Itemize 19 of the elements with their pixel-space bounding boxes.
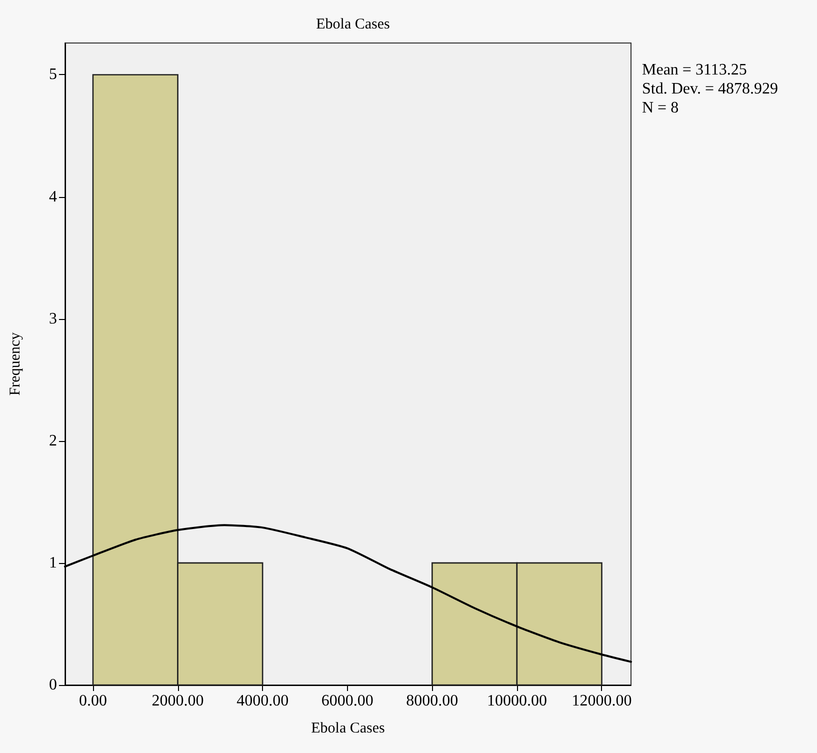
y-tick-label: 2 <box>49 432 57 450</box>
x-tick-label: 8000.00 <box>406 692 458 710</box>
y-tick-label: 5 <box>49 66 57 84</box>
x-tick-label: 0.00 <box>78 692 107 710</box>
x-tick-label: 10000.00 <box>486 692 547 710</box>
y-axis-title: Frequency <box>8 332 24 396</box>
y-tick-label: 0 <box>49 676 57 694</box>
x-axis-title: Ebola Cases <box>311 720 386 736</box>
x-tick-label: 4000.00 <box>236 692 289 710</box>
text: Std. Dev. = 4878.929 <box>642 80 778 98</box>
text: Mean = 3113.25 <box>642 62 747 78</box>
x-tick-label: 6000.00 <box>321 692 374 710</box>
y-tick-label: 4 <box>49 188 57 206</box>
x-tick-label: 2000.00 <box>152 692 204 710</box>
x-tick-label: 12000.00 <box>572 692 632 710</box>
text: N = 8 <box>642 100 679 116</box>
y-tick-label: 1 <box>49 554 57 572</box>
chart-title: Ebola Cases <box>316 16 390 32</box>
y-tick-label: 3 <box>49 310 57 328</box>
